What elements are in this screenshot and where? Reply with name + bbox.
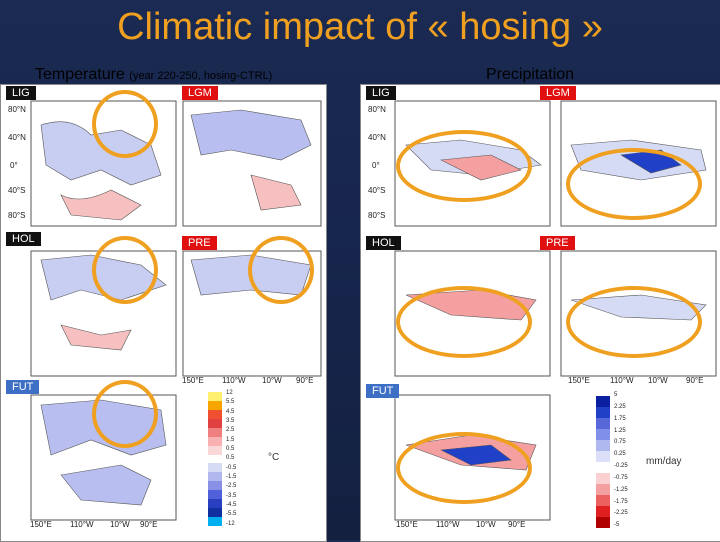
temperature-colorbar-labels: 12 5.5 4.5 3.5 2.5 1.5 0.5 0.5 -0.5 -1.5 -2.5 -3.5 -… [226, 390, 266, 530]
highlight-circle-lig-precip [396, 130, 532, 202]
temperature-colorbar [208, 392, 222, 527]
highlight-circle-lgm-precip [566, 148, 702, 220]
lon-10w-precip: 10°W [648, 376, 668, 385]
lon-150e-precip-fut: 150°E [396, 520, 418, 529]
panel-label-fut-temp: FUT [6, 380, 40, 394]
temperature-header-text: Temperature [35, 66, 125, 83]
panel-label-hol-precip: HOL [366, 236, 401, 250]
lat-0: 0° [10, 161, 18, 170]
temperature-colorbar-tick: 0.5 [226, 455, 235, 462]
precipitation-colorbar-tick: 0.25 [614, 451, 626, 458]
precipitation-colorbar-tick: 5 [614, 392, 618, 398]
lon-110w-precip: 110°W [610, 376, 634, 385]
precipitation-colorbar-tick: 1.75 [614, 415, 626, 422]
lon-110w-fut: 110°W [70, 520, 94, 529]
lon-90e-fut: 90°E [140, 520, 158, 529]
temperature-colorbar-tick: -0.5 [226, 464, 237, 471]
temperature-colorbar-tick: 12 [226, 390, 233, 396]
panel-label-lgm-precip: LGM [540, 86, 576, 100]
lon-150e-precip: 150°E [568, 376, 590, 385]
lon-90e: 90°E [296, 376, 314, 385]
lat-80n: 80°N [8, 105, 26, 114]
temperature-colorbar-tick: -2.5 [226, 483, 237, 490]
temperature-colorbar-tick: -4.5 [226, 502, 237, 508]
lon-10w-precip-fut: 10°W [476, 520, 496, 529]
lon-10w-fut: 10°W [110, 520, 130, 529]
precipitation-colorbar-tick: 2.25 [614, 403, 626, 410]
temperature-colorbar-tick: 4.5 [226, 408, 235, 415]
precipitation-colorbar-swatch [596, 517, 610, 529]
precipitation-colorbar-tick: 0.75 [614, 439, 626, 446]
precipitation-colorbar-tick: -1.75 [614, 498, 628, 505]
panel-label-fut-precip: FUT [366, 384, 400, 398]
highlight-circle-pre-temp [248, 236, 314, 304]
precipitation-header: Precipitation [486, 66, 575, 83]
lat-40s-precip: 40°S [368, 186, 386, 195]
panel-label-lig-temp: LIG [6, 86, 36, 100]
panel-label-pre-precip: PRE [540, 236, 575, 250]
temperature-colorbar-tick: 0.5 [226, 446, 235, 452]
lon-150e: 150°E [182, 376, 204, 385]
lon-90e-precip-fut: 90°E [508, 520, 526, 529]
temperature-colorbar-tick: 3.5 [226, 418, 235, 424]
temperature-header: Temperature (year 220-250, hosing-CTRL) [35, 66, 272, 84]
temperature-colorbar-tick: -5.5 [226, 511, 237, 518]
lat-80n-precip: 80°N [368, 105, 386, 114]
lat-80s: 80°S [8, 211, 26, 220]
precipitation-colorbar-tick: 1.25 [614, 427, 626, 434]
precipitation-colorbar-tick: -2.25 [614, 510, 628, 517]
lon-150e-fut: 150°E [30, 520, 52, 529]
lon-10w: 10°W [262, 376, 282, 385]
lat-40s: 40°S [8, 186, 26, 195]
temperature-figure [0, 84, 327, 542]
temperature-subheader: (year 220-250, hosing-CTRL) [129, 70, 273, 82]
panel-label-pre-temp: PRE [182, 236, 217, 250]
highlight-circle-fut-temp [92, 380, 158, 448]
highlight-circle-hol-temp [92, 236, 158, 304]
lat-40n: 40°N [8, 133, 26, 142]
slide-title: Climatic impact of « hosing » [117, 6, 603, 48]
temperature-maps [30, 100, 322, 521]
temperature-colorbar-tick: -12 [226, 520, 235, 527]
temperature-unit: °C [268, 452, 280, 463]
panel-label-hol-temp: HOL [6, 232, 41, 246]
precipitation-colorbar-labels: 5 2.25 1.75 1.25 0.75 0.25 -0.25 -0.75 -1.25 -1.7… [614, 392, 654, 534]
highlight-circle-fut-precip [396, 432, 532, 504]
panel-label-lig-precip: LIG [366, 86, 396, 100]
precipitation-colorbar [596, 396, 610, 529]
highlight-circle-hol-precip [396, 286, 532, 358]
lon-90e-precip: 90°E [686, 376, 704, 385]
precipitation-colorbar-tick: -0.25 [614, 463, 628, 469]
temperature-colorbar-tick: -1.5 [226, 474, 237, 480]
temperature-colorbar-swatch [208, 517, 222, 527]
highlight-circle-pre-precip [566, 286, 702, 358]
precipitation-colorbar-tick: -5 [614, 522, 620, 529]
lon-110w-precip-fut: 110°W [436, 520, 460, 529]
lat-0-precip: 0° [372, 161, 380, 170]
temperature-colorbar-tick: -3.5 [226, 492, 237, 499]
precipitation-colorbar-tick: -1.25 [614, 486, 628, 493]
temperature-colorbar-tick: 1.5 [226, 436, 235, 443]
panel-label-lgm-temp: LGM [182, 86, 218, 100]
lon-110w: 110°W [222, 376, 246, 385]
temperature-colorbar-tick: 5.5 [226, 399, 235, 406]
precipitation-colorbar-tick: -0.75 [614, 474, 628, 481]
lat-80s-precip: 80°S [368, 211, 386, 220]
precipitation-unit: mm/day [646, 456, 682, 467]
temperature-colorbar-tick: 2.5 [226, 427, 235, 434]
highlight-circle-lig-temp [92, 90, 158, 158]
lat-40n-precip: 40°N [368, 133, 386, 142]
